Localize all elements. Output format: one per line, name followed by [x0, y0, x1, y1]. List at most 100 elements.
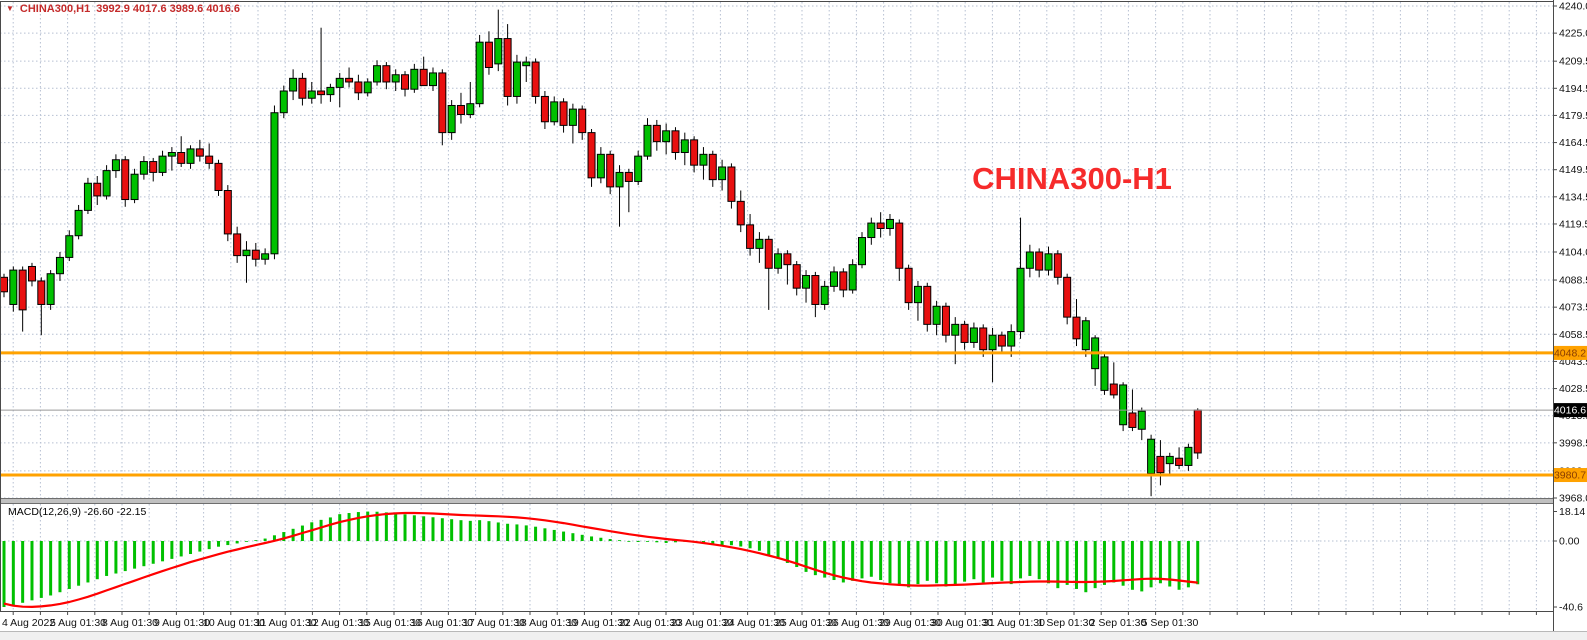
macd-histogram-bar: [1047, 541, 1051, 584]
time-axis-label: 30 Aug 01:30: [931, 617, 993, 629]
candle-body: [326, 86, 335, 96]
macd-histogram-bar: [925, 541, 929, 581]
macd-histogram-bar: [935, 541, 939, 584]
price-tick-label: 4209.5: [1559, 56, 1587, 68]
candle-body: [428, 72, 437, 87]
macd-histogram-bar: [403, 514, 407, 541]
symbol-dropdown-icon[interactable]: ▼: [6, 4, 14, 13]
macd-histogram-bar: [338, 514, 342, 541]
macd-signal-line: [3, 511, 1198, 609]
candle-body: [335, 77, 344, 88]
candle-body: [391, 74, 400, 83]
macd-histogram-bar: [571, 533, 575, 541]
macd-histogram-bar: [207, 541, 211, 550]
macd-histogram-bar: [562, 531, 566, 541]
price-tick-label: 3968.0: [1559, 493, 1587, 505]
candle-body: [83, 182, 92, 211]
candle-body: [289, 77, 298, 92]
price-tick-label: 4225.0: [1559, 28, 1587, 40]
price-axis[interactable]: 4240.0 4225.0 4209.5 4194.5 4179.5 4164.5 4149…: [1553, 1, 1587, 614]
candle-body: [130, 173, 139, 201]
panel-separator[interactable]: [0, 499, 1553, 503]
candle-body: [466, 103, 475, 116]
macd-histogram-bar: [2, 541, 6, 608]
resistance-price-tag-text: 4048.2: [1554, 347, 1586, 359]
macd-histogram-bar: [375, 511, 379, 541]
macd-histogram-bar: [776, 541, 780, 559]
candle-body: [186, 148, 195, 164]
macd-histogram-bar: [1196, 541, 1200, 585]
macd-histogram-bar: [49, 541, 53, 596]
macd-histogram-bar: [1037, 541, 1041, 580]
candle-body: [923, 285, 932, 325]
candle-body: [177, 152, 186, 164]
macd-histogram-bar: [123, 541, 127, 572]
macd-histogram-bar: [534, 526, 538, 541]
macd-histogram-bar: [1186, 541, 1190, 588]
macd-histogram-bar: [496, 522, 500, 541]
macd-histogram-bar: [30, 541, 34, 601]
candle-body: [65, 235, 74, 258]
macd-histogram-bar: [860, 541, 864, 579]
macd-histogram-bar: [851, 541, 855, 581]
candle-body: [484, 41, 493, 69]
candle-body: [1193, 409, 1202, 454]
time-axis-label: 9 Aug 01:30: [154, 617, 210, 629]
macd-histogram-bar: [506, 523, 510, 541]
macd-histogram-bar: [412, 515, 416, 541]
macd-histogram-bar: [58, 541, 62, 593]
candle-body: [46, 273, 55, 305]
macd-histogram-bar: [1168, 541, 1172, 587]
candle-body: [718, 166, 727, 181]
candle-body: [913, 285, 922, 304]
candle-body: [969, 327, 978, 343]
macd-histogram-bar: [879, 541, 883, 581]
macd-histogram-bar: [1121, 541, 1125, 586]
macd-histogram-bar: [1056, 541, 1060, 589]
candle-body: [0, 276, 8, 293]
macd-layer: [2, 511, 1200, 609]
candle-body: [512, 61, 521, 97]
macd-histogram-bar: [487, 521, 491, 541]
candle-body: [885, 218, 894, 229]
macd-histogram-bar: [757, 541, 761, 551]
price-tick-label: 4104.0: [1559, 247, 1587, 259]
candle-body: [811, 275, 820, 305]
macd-histogram-bar: [608, 539, 612, 541]
candle-body: [895, 222, 904, 269]
macd-histogram-bar: [813, 541, 817, 576]
macd-histogram-bar: [888, 541, 892, 584]
macd-histogram-bar: [77, 541, 81, 586]
candle-body: [1137, 410, 1146, 430]
candle-body: [74, 209, 83, 237]
watermark-symbol-label: CHINA300-H1: [972, 161, 1172, 196]
candle-body: [522, 61, 531, 67]
quote-ohlc-values: 3992.9 4017.6 3989.6 4016.6: [96, 3, 240, 15]
candle-body: [802, 275, 811, 289]
candle-body: [606, 153, 615, 188]
candle-body: [727, 166, 736, 202]
candle-body: [1147, 438, 1156, 475]
macd-histogram-bar: [328, 517, 332, 541]
time-axis-label: 26 Aug 01:30: [827, 617, 889, 629]
candle-body: [662, 130, 671, 143]
macd-histogram-bar: [804, 541, 808, 572]
macd-histogram-bar: [151, 541, 155, 564]
candle-body: [410, 68, 419, 90]
macd-histogram-bar: [841, 541, 845, 583]
macd-histogram-bar: [95, 541, 99, 580]
candle-body: [792, 264, 801, 289]
candle-body: [242, 249, 251, 257]
candle-body: [951, 323, 960, 336]
symbol-timeframe-label: CHINA300,H1: [19, 3, 91, 15]
macd-histogram-bar: [1130, 541, 1134, 590]
candle-body: [307, 90, 316, 99]
time-axis-label: 11 Aug 01:30: [255, 617, 316, 629]
macd-tick-label: 0.00: [1559, 536, 1580, 548]
candle-body: [298, 77, 307, 99]
macd-histogram-bar: [590, 536, 594, 541]
candle-body: [988, 334, 997, 351]
price-tick-label: 4240.0: [1559, 1, 1587, 13]
